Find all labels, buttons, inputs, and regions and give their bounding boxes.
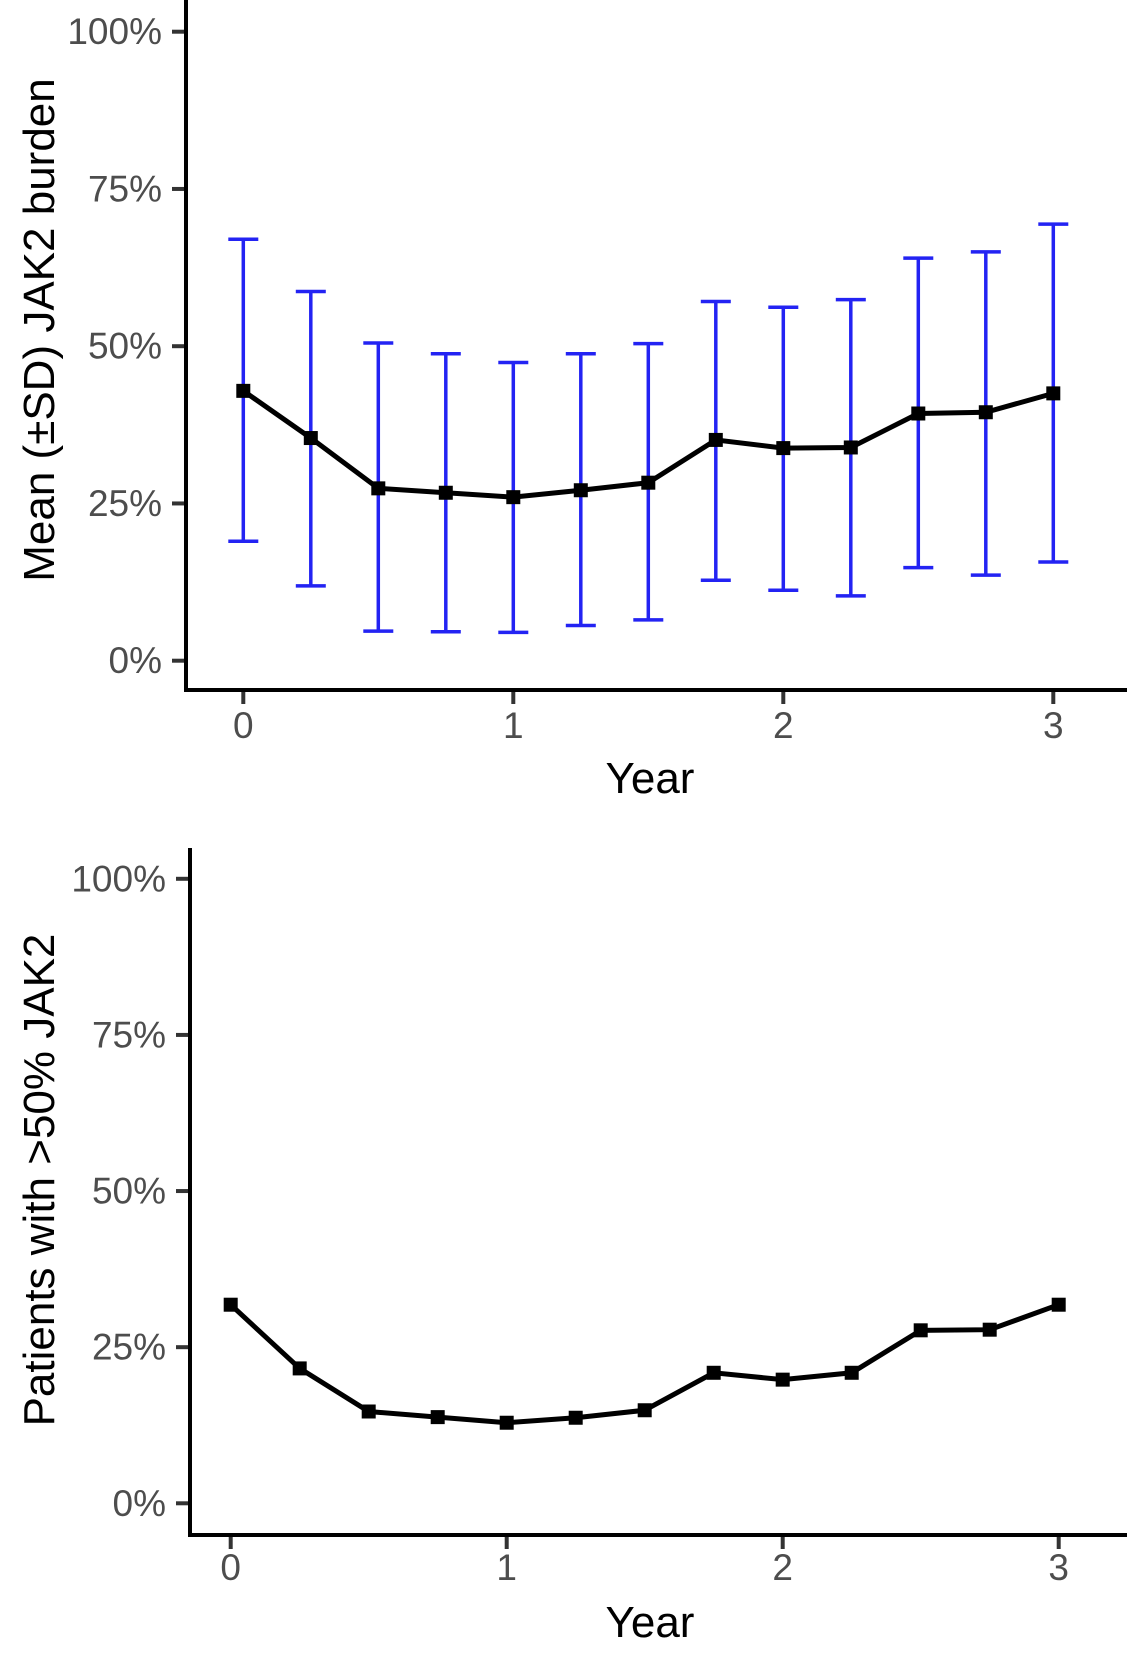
x-tick-label: 2 xyxy=(773,705,794,746)
data-point-marker xyxy=(430,1410,445,1425)
data-point-marker xyxy=(371,481,386,496)
data-point-marker xyxy=(708,432,723,447)
y-tick-label: 50% xyxy=(88,326,162,367)
data-point-marker xyxy=(911,406,926,421)
y-tick-label: 75% xyxy=(92,1014,166,1055)
data-point-marker xyxy=(913,1323,928,1338)
y-tick-label: 100% xyxy=(67,11,162,52)
y-tick-label: 25% xyxy=(92,1327,166,1368)
data-point-marker xyxy=(236,383,251,398)
x-tick-label: 1 xyxy=(503,705,524,746)
x-tick-label: 0 xyxy=(233,705,254,746)
data-point-marker xyxy=(361,1404,376,1419)
data-point-marker xyxy=(776,441,791,456)
y-tick-label: 0% xyxy=(109,640,162,681)
mean-jak2-burden-chart: 0% 25% 50% 75% 100% 0 1 2 3 xyxy=(67,0,1127,746)
data-point-marker xyxy=(637,1403,652,1418)
data-point-marker xyxy=(775,1372,790,1387)
x-tick-label: 0 xyxy=(220,1547,241,1588)
y-tick-label: 75% xyxy=(88,168,162,209)
data-point-marker xyxy=(506,490,521,505)
data-point-marker xyxy=(1046,386,1061,401)
top-chart-y-axis-title: Mean (±SD) JAK2 burden xyxy=(15,78,64,582)
data-point-marker xyxy=(499,1415,514,1430)
data-point-marker xyxy=(573,483,588,498)
data-point-marker xyxy=(303,431,318,446)
x-tick-label: 2 xyxy=(772,1547,793,1588)
data-point-marker xyxy=(568,1410,583,1425)
y-tick-label: 100% xyxy=(71,858,166,899)
data-point-marker xyxy=(641,475,656,490)
top-chart-x-axis-title: Year xyxy=(605,754,695,803)
data-point-marker xyxy=(438,485,453,500)
data-point-marker xyxy=(223,1297,238,1312)
data-point-marker xyxy=(706,1365,721,1380)
patients-over-50-chart: 0% 25% 50% 75% 100% 0 1 2 3 xyxy=(71,848,1127,1588)
data-point-marker xyxy=(843,440,858,455)
x-tick-label: 1 xyxy=(496,1547,517,1588)
y-tick-label: 0% xyxy=(113,1483,166,1524)
y-tick-label: 50% xyxy=(92,1171,166,1212)
data-point-marker xyxy=(1051,1297,1066,1312)
data-point-marker xyxy=(292,1361,307,1376)
bottom-chart-y-axis-title: Patients with >50% JAK2 xyxy=(15,933,64,1427)
data-point-marker xyxy=(978,405,993,420)
data-point-marker xyxy=(982,1322,997,1337)
x-tick-label: 3 xyxy=(1043,705,1064,746)
bottom-chart-x-axis-title: Year xyxy=(605,1598,695,1647)
x-tick-label: 3 xyxy=(1048,1547,1069,1588)
data-point-marker xyxy=(844,1365,859,1380)
y-tick-label: 25% xyxy=(88,483,162,524)
